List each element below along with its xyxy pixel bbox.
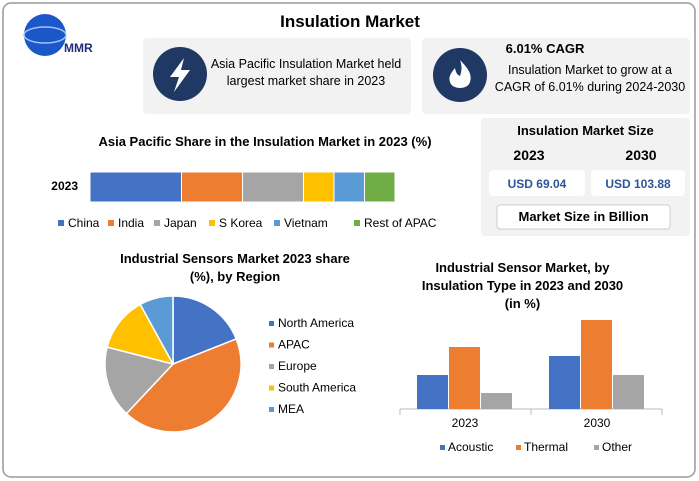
card-line: Insulation Market to grow at a	[508, 63, 672, 77]
legend-marker	[58, 220, 64, 226]
x-tick-label: 2023	[452, 416, 479, 430]
legend-label: Rest of APAC	[364, 216, 437, 230]
logo-orbit	[23, 26, 67, 44]
bar	[613, 375, 644, 409]
legend-label: Europe	[278, 359, 317, 373]
logo-text: MMR	[64, 41, 93, 55]
bolt-icon	[170, 58, 190, 92]
bar	[449, 347, 480, 409]
bar-segment	[181, 171, 243, 203]
value-box	[591, 170, 685, 196]
legend-label: Thermal	[524, 440, 568, 454]
pie-slice	[125, 337, 242, 433]
pie-slice	[139, 295, 174, 365]
legend-marker	[269, 321, 274, 326]
bar-segment	[242, 171, 304, 203]
pie-slice	[106, 303, 175, 366]
card-line: largest market share in 2023	[226, 74, 386, 88]
legend-label: APAC	[278, 338, 310, 352]
legend-marker	[269, 407, 274, 412]
chart-title: Industrial Sensor Market, by Insulation …	[421, 260, 624, 311]
size-value: USD 103.88	[605, 177, 671, 191]
size-value: USD 69.04	[507, 177, 567, 191]
size-footer: Market Size in Billion	[518, 209, 649, 224]
legend-label: North America	[278, 316, 354, 330]
legend-label: MEA	[278, 402, 304, 416]
legend-marker	[154, 220, 160, 226]
bar	[581, 320, 612, 409]
legend-marker	[594, 445, 599, 450]
bar-segment	[89, 171, 182, 203]
footer-box	[496, 204, 671, 230]
bar-segment	[333, 171, 365, 203]
legend-marker	[354, 220, 360, 226]
legend-label: Japan	[164, 216, 197, 230]
size-year: 2030	[625, 147, 657, 163]
card-line: Asia Pacific Insulation Market held	[210, 57, 402, 71]
card	[143, 38, 411, 114]
legend-label: Vietnam	[284, 216, 328, 230]
legend-label: S Korea	[219, 216, 263, 230]
card	[422, 38, 690, 114]
legend-label: Acoustic	[448, 440, 493, 454]
legend-marker	[440, 445, 445, 450]
legend-label: Other	[602, 440, 632, 454]
legend-marker	[108, 220, 114, 226]
bar	[417, 375, 448, 409]
pie-slice	[104, 346, 175, 415]
card-text: Insulation Market to grow at a CAGR of 6.…	[490, 62, 690, 96]
legend-marker	[269, 364, 274, 369]
card-line: CAGR of 6.01% during 2024-2030	[494, 80, 686, 94]
legend-label: India	[118, 216, 144, 230]
title: Insulation Market	[280, 12, 420, 31]
bar-segment	[364, 171, 396, 203]
legend-label: South America	[278, 381, 356, 395]
flame-icon	[449, 60, 471, 88]
legend-marker	[269, 385, 274, 391]
value-box	[489, 170, 585, 196]
chart-title: Industrial Sensors Market 2023 share (%)…	[120, 251, 350, 284]
legend-marker	[209, 220, 215, 226]
category-label: 2023	[51, 179, 78, 193]
card-title: 6.01% CAGR	[505, 41, 585, 56]
chart-title: Asia Pacific Share in the Insulation Mar…	[98, 134, 432, 149]
legend-label: China	[68, 216, 100, 230]
pie-slice	[172, 295, 238, 366]
x-tick-label: 2030	[584, 416, 611, 430]
size-title: Insulation Market Size	[517, 123, 654, 138]
icon-bg	[433, 48, 487, 102]
legend-marker	[274, 220, 280, 226]
legend-marker	[516, 445, 521, 450]
legend-marker	[269, 342, 274, 348]
card-text: Asia Pacific Insulation Market held large…	[206, 56, 406, 90]
bar	[549, 356, 580, 409]
size-year: 2023	[513, 147, 545, 163]
logo-globe	[24, 14, 66, 56]
bar-segment	[303, 171, 335, 203]
bar	[481, 393, 512, 409]
